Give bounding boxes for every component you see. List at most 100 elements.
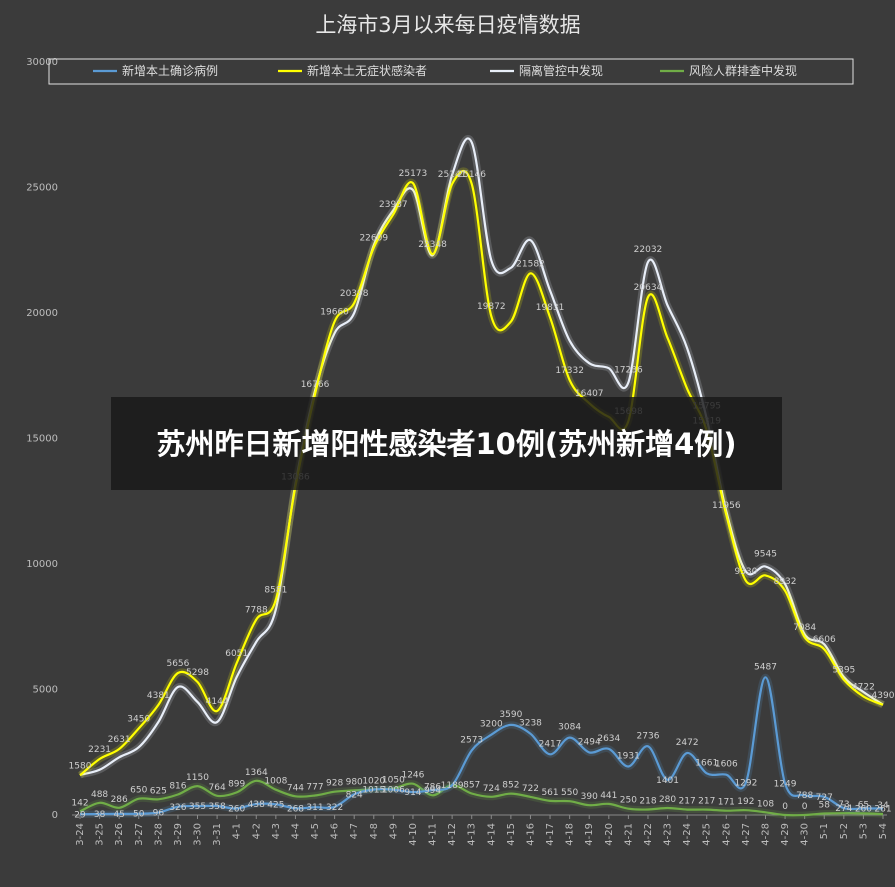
data-label: 994 — [424, 786, 441, 796]
data-label: 16766 — [301, 380, 330, 390]
data-label: 58 — [819, 801, 831, 811]
data-label: 274 — [835, 804, 852, 814]
series-line — [79, 676, 884, 816]
data-label: 1292 — [734, 779, 757, 789]
data-label: 6051 — [225, 649, 248, 659]
data-label: 724 — [483, 784, 500, 794]
x-tick-label: 4-19 — [584, 823, 595, 846]
data-label: 11956 — [712, 501, 741, 511]
x-tick-label: 4-6 — [330, 823, 341, 839]
data-label: 1931 — [617, 752, 640, 762]
x-tick-label: 4-29 — [780, 823, 791, 846]
data-label: 788 — [796, 791, 813, 801]
data-label: 4722 — [852, 682, 875, 692]
x-tick-label: 4-21 — [623, 823, 634, 846]
x-tick-label: 4-9 — [388, 823, 399, 839]
x-tick-label: 3-29 — [173, 823, 184, 846]
data-label: 260 — [855, 804, 872, 814]
x-tick-label: 4-30 — [800, 823, 811, 846]
x-tick-label: 3-24 — [75, 823, 86, 846]
data-label: 280 — [659, 795, 676, 805]
data-label: 8581 — [264, 586, 287, 596]
data-label: 5487 — [754, 662, 777, 672]
x-tick-label: 4-16 — [525, 823, 536, 846]
x-axis: 3-24 3-25 3-26 3-27 3-28 3-29 3-30 3-31 4-1 4-2 4-… — [72, 814, 889, 846]
x-tick-label: 4-13 — [467, 823, 478, 846]
data-label: 857 — [463, 780, 480, 790]
x-tick-label: 3-28 — [153, 823, 164, 846]
data-label: 2417 — [539, 739, 562, 749]
data-label: 9545 — [754, 550, 777, 560]
data-label: 852 — [502, 781, 519, 791]
data-label: 1015 — [362, 786, 385, 796]
data-label: 250 — [620, 796, 637, 806]
data-label: 286 — [111, 795, 128, 805]
data-label: 260 — [228, 804, 245, 814]
data-label: 19872 — [477, 302, 506, 312]
data-label: 25141 — [438, 170, 467, 180]
data-label: 0 — [802, 802, 808, 812]
data-label: 2573 — [460, 735, 483, 745]
x-tick-label: 4-23 — [663, 823, 674, 846]
legend: 新增本土确诊病例 新增本土无症状感染者 隔离管控中发现 风险人群排查中发现 — [93, 63, 797, 78]
data-label: 355 — [189, 802, 206, 812]
data-label: 17236 — [614, 365, 643, 375]
data-label: 322 — [326, 803, 343, 813]
data-label: 390 — [581, 792, 598, 802]
data-label: 899 — [228, 779, 245, 789]
data-label: 1006 — [382, 786, 405, 796]
data-label: 73 — [838, 800, 849, 810]
data-label: 4390 — [872, 691, 895, 701]
series-line — [79, 170, 884, 777]
data-label: 311 — [306, 803, 323, 813]
x-tick-label: 4-4 — [290, 823, 301, 839]
y-tick-label: 0 — [52, 810, 58, 821]
data-label: 217 — [698, 797, 715, 807]
x-tick-label: 4-26 — [721, 823, 732, 846]
x-tick-label: 4-12 — [447, 823, 458, 846]
y-axis: 0 5000 10000 15000 20000 25000 30000 — [26, 57, 58, 821]
data-label: 7788 — [245, 606, 268, 616]
x-tick-label: 4-8 — [369, 823, 380, 839]
data-label: 4144 — [206, 697, 229, 707]
data-label: 744 — [287, 783, 304, 793]
chart-title: 上海市3月以来每日疫情数据 — [315, 13, 580, 37]
data-label: 268 — [287, 804, 304, 814]
data-label: 19831 — [536, 303, 565, 313]
x-tick-label: 4-18 — [565, 823, 576, 846]
x-tick-label: 4-20 — [604, 823, 615, 846]
data-label: 5395 — [832, 666, 855, 676]
data-label: 1189 — [441, 781, 464, 791]
x-tick-label: 4-27 — [741, 823, 752, 846]
data-label: 65 — [858, 800, 869, 810]
x-tick-label: 4-15 — [506, 823, 517, 846]
data-label: 1401 — [656, 776, 679, 786]
data-label: 4381 — [147, 691, 170, 701]
data-label: 425 — [267, 800, 284, 810]
data-label: 1580 — [69, 761, 92, 771]
y-tick-label: 15000 — [26, 434, 58, 445]
data-label: 22032 — [634, 245, 663, 255]
data-label: 3450 — [127, 714, 150, 724]
x-tick-label: 5-3 — [858, 823, 869, 839]
series-layer — [77, 135, 885, 819]
data-label: 5298 — [186, 668, 209, 678]
x-tick-label: 3-31 — [212, 823, 223, 846]
data-label: 38 — [94, 810, 106, 820]
data-label: 171 — [718, 798, 735, 808]
data-label: 23937 — [379, 200, 408, 210]
data-label: 625 — [150, 786, 167, 796]
data-label: 6606 — [813, 635, 836, 645]
data-label: 441 — [600, 791, 617, 801]
data-label: 2736 — [637, 731, 660, 741]
data-label: 9330 — [734, 567, 757, 577]
data-label: 488 — [91, 790, 108, 800]
data-label: 1150 — [186, 773, 209, 783]
data-label: 914 — [404, 788, 421, 798]
data-label: 34 — [877, 801, 889, 811]
x-tick-label: 5-4 — [878, 823, 889, 839]
data-label: 1606 — [715, 760, 738, 770]
x-tick-label: 4-24 — [682, 823, 693, 846]
data-label: 2634 — [597, 734, 620, 744]
